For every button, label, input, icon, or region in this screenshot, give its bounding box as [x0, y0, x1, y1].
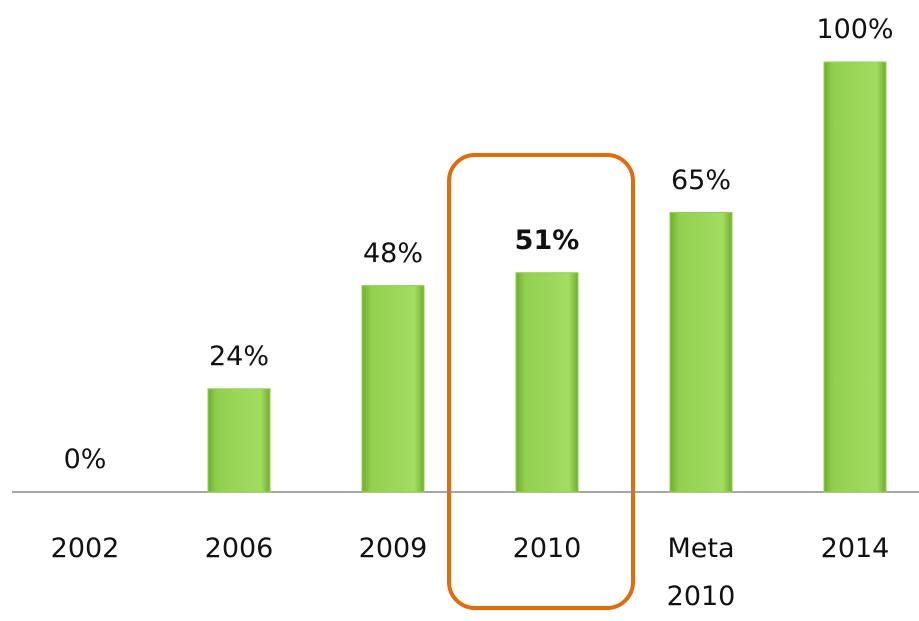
- highlight-box: [447, 153, 635, 610]
- data-label: 51%: [514, 224, 580, 256]
- x-tick-label: 2009: [358, 533, 428, 564]
- bar: [361, 285, 425, 493]
- x-tick-label: Meta 2010: [666, 533, 736, 612]
- data-label: 0%: [63, 444, 107, 475]
- x-tick-label: 2002: [50, 533, 120, 564]
- data-label: 48%: [362, 237, 423, 269]
- x-tick-label: 2014: [820, 533, 890, 564]
- data-label: 100%: [816, 14, 894, 45]
- bar: [669, 212, 733, 493]
- bar: [823, 61, 887, 493]
- x-tick-label: 2006: [204, 533, 274, 564]
- data-label: 65%: [670, 164, 731, 196]
- x-tick-label: 2010: [512, 533, 582, 564]
- bar: [515, 272, 579, 493]
- data-label: 24%: [208, 340, 269, 372]
- bar: [207, 388, 271, 493]
